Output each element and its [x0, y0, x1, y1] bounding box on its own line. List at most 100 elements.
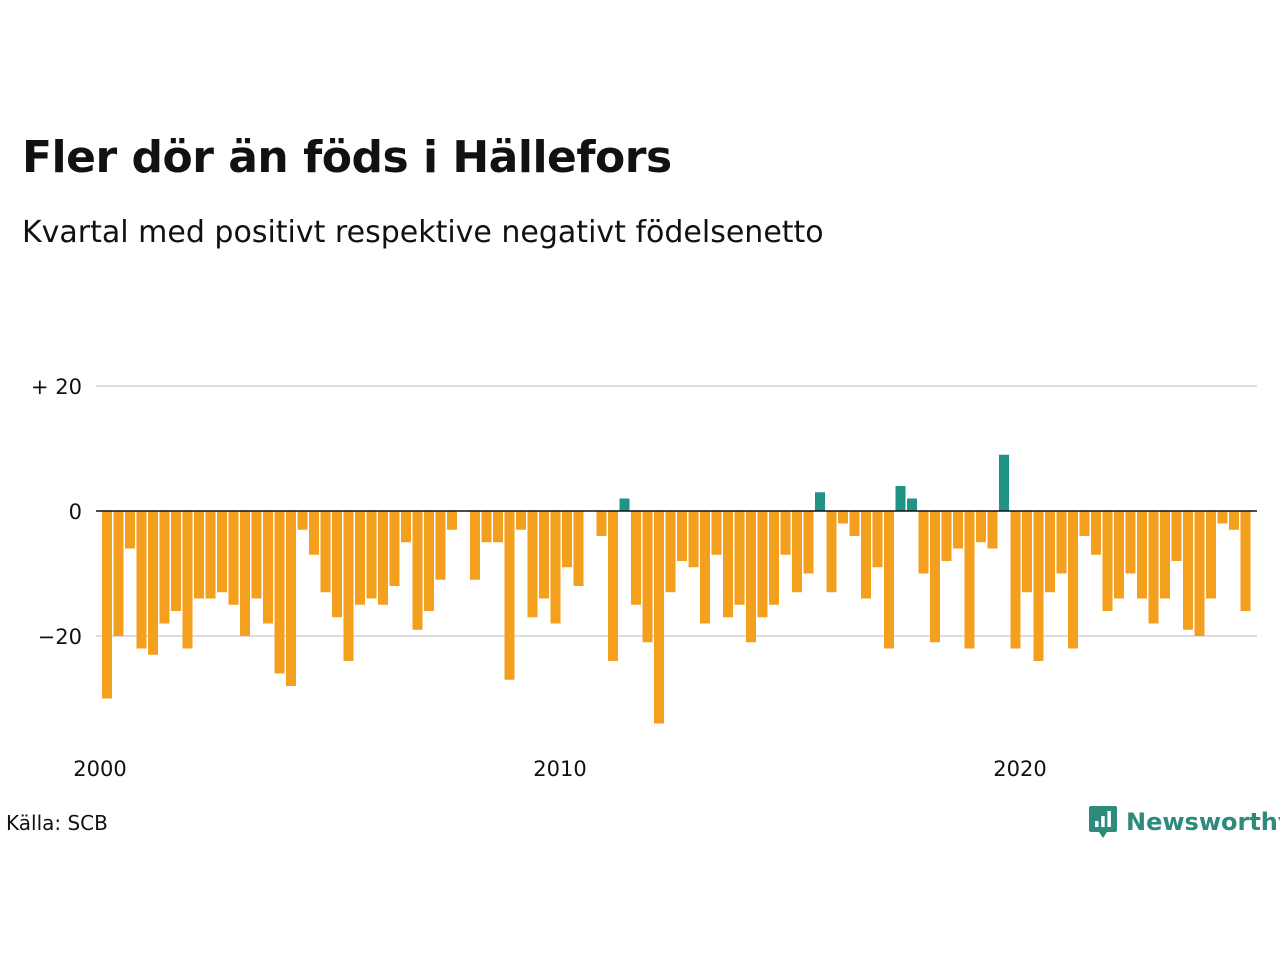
bar-q87: [1091, 511, 1101, 555]
bar-q59: [769, 511, 779, 605]
bar-q61: [792, 511, 802, 593]
bar-q92: [1148, 511, 1159, 624]
bar-q53: [700, 511, 710, 624]
source-note: Källa: SCB: [6, 811, 108, 835]
bar-q9: [194, 511, 204, 599]
bar-q35: [493, 511, 503, 543]
bar-q94: [1171, 511, 1182, 561]
chart-subtitle: Kvartal med positivt respektive negativt…: [22, 215, 824, 250]
bar-q39: [539, 511, 549, 599]
bar-q48: [642, 511, 653, 643]
bar-q28: [412, 511, 423, 630]
y-tick-label: 0: [69, 500, 82, 524]
bar-q37: [516, 511, 526, 530]
x-tick-label: 2020: [993, 757, 1046, 781]
bar-q23: [355, 511, 365, 605]
bar-q38: [527, 511, 538, 618]
bar-q93: [1160, 511, 1170, 599]
bar-q29: [424, 511, 434, 611]
brand-name: Newsworthy: [1126, 808, 1280, 836]
bar-q17: [286, 511, 296, 686]
bar-q16: [274, 511, 285, 674]
bar-q58: [757, 511, 768, 618]
y-axis-labels: + 20 0 −20: [31, 375, 82, 649]
bar-q4: [136, 511, 147, 649]
bar-q42: [573, 511, 584, 586]
bar-q68: [872, 511, 883, 568]
bar-q62: [803, 511, 814, 574]
bar-q80: [1010, 511, 1021, 649]
bar-q70: [895, 486, 906, 511]
bar-q41: [562, 511, 572, 568]
bars: [102, 454, 1251, 724]
x-tick-label: 2010: [533, 757, 586, 781]
x-tick-label: 2000: [73, 757, 126, 781]
bar-q25: [378, 511, 388, 605]
bar-q15: [263, 511, 273, 624]
bar-q74: [941, 511, 952, 561]
bar-q56: [734, 511, 745, 605]
bar-q97: [1206, 511, 1216, 599]
bar-q55: [723, 511, 733, 618]
bar-q21: [332, 511, 342, 618]
bar-q30: [435, 511, 446, 580]
bar-q47: [631, 511, 641, 605]
bar-q22: [343, 511, 354, 661]
bar-q91: [1137, 511, 1147, 599]
bar-q75: [953, 511, 963, 549]
bar-q85: [1068, 511, 1078, 649]
bar-q7: [171, 511, 181, 611]
y-tick-label: + 20: [31, 375, 82, 399]
bar-q60: [780, 511, 791, 555]
bar-q98: [1217, 511, 1228, 524]
bar-q14: [251, 511, 262, 599]
bar-q65: [838, 511, 848, 524]
y-tick-label: −20: [38, 625, 82, 649]
bar-q51: [677, 511, 687, 561]
bar-q63: [815, 492, 825, 511]
bar-q18: [297, 511, 308, 530]
bar-q50: [665, 511, 676, 593]
bar-q13: [240, 511, 250, 636]
brand-logo: Newsworthy: [1088, 804, 1280, 840]
bar-q71: [907, 498, 917, 511]
bar-q31: [447, 511, 457, 530]
bar-q72: [918, 511, 929, 574]
bar-q78: [987, 511, 998, 549]
bar-q27: [401, 511, 411, 543]
bar-q66: [849, 511, 860, 536]
bar-q11: [217, 511, 227, 593]
bar-q10: [205, 511, 216, 599]
bar-q49: [654, 511, 664, 724]
bar-q52: [688, 511, 699, 568]
bar-q44: [596, 511, 607, 536]
bar-q12: [228, 511, 239, 605]
bar-q96: [1194, 511, 1205, 636]
bar-q57: [746, 511, 756, 643]
bar-q81: [1022, 511, 1032, 593]
bar-q95: [1183, 511, 1193, 630]
newsworthy-logo-icon: [1089, 806, 1117, 838]
bar-q33: [470, 511, 480, 580]
bar-q69: [884, 511, 894, 649]
bar-q73: [930, 511, 940, 643]
bar-q84: [1056, 511, 1067, 574]
bar-q6: [159, 511, 170, 624]
bar-q99: [1229, 511, 1239, 530]
bar-q90: [1125, 511, 1136, 574]
bar-q5: [148, 511, 158, 655]
bar-q46: [619, 498, 630, 511]
bar-q2: [113, 511, 124, 636]
chart-title: Fler dör än föds i Hällefors: [22, 132, 672, 183]
bar-q1: [102, 511, 112, 699]
bar-q26: [389, 511, 400, 586]
bar-q77: [976, 511, 986, 543]
bar-q89: [1114, 511, 1124, 599]
x-axis-labels: 2000 2010 2020: [73, 757, 1046, 781]
bar-q54: [711, 511, 722, 555]
bar-q36: [504, 511, 515, 680]
bar-q45: [608, 511, 618, 661]
bar-q67: [861, 511, 871, 599]
bar-q19: [309, 511, 319, 555]
